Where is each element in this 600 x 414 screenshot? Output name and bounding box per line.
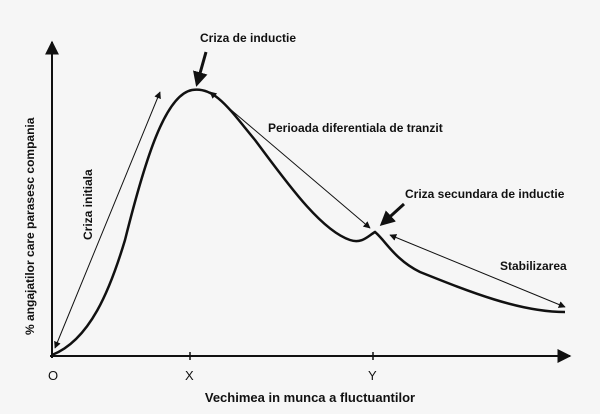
label: Stabilizarea	[500, 259, 567, 273]
label: Criza initiala	[81, 169, 95, 240]
arrow	[389, 234, 566, 308]
x-mark-label: Y	[368, 368, 377, 383]
arrow	[209, 91, 371, 229]
label: Criza secundara de inductie	[405, 187, 565, 201]
pointer	[193, 51, 208, 87]
origin-label: O	[48, 368, 58, 383]
y-axis-label: % angajatilor care parasesc compania	[23, 117, 37, 335]
x-mark-label: X	[185, 368, 194, 383]
label: Criza de inductie	[200, 31, 296, 45]
arrow	[54, 91, 161, 349]
label: Perioada diferentiala de tranzit	[268, 121, 443, 135]
x-axis-label: Vechimea in munca a fluctuantilor	[205, 390, 415, 405]
pointer	[379, 202, 406, 227]
